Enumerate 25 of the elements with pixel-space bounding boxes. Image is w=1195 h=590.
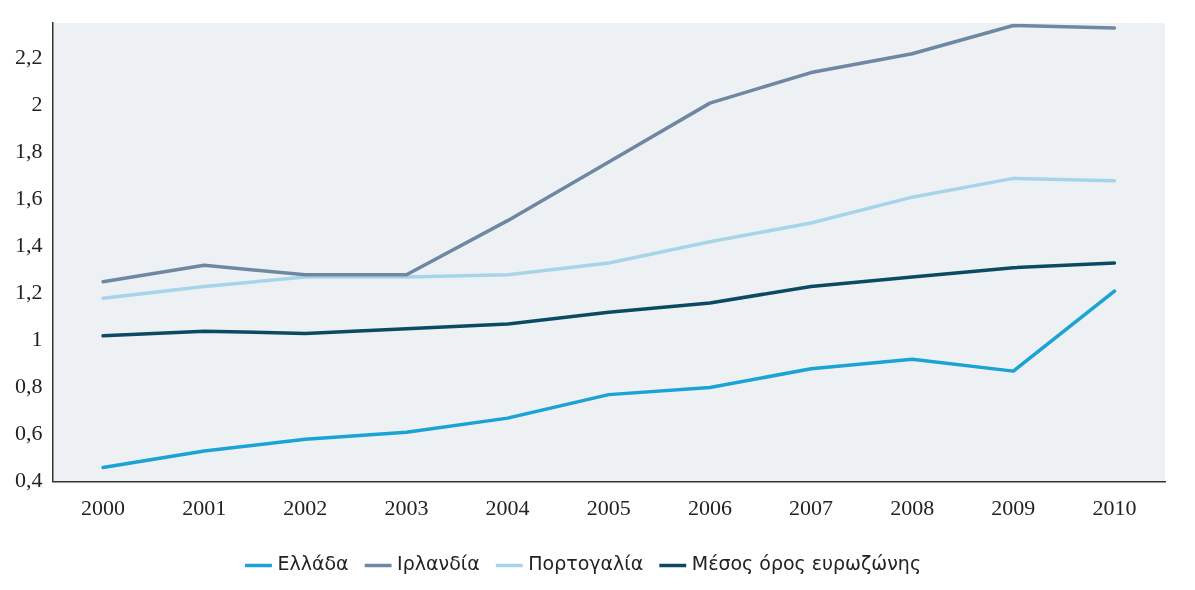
x-tick-label: 2001: [182, 494, 227, 520]
y-tick-label: 1,2: [15, 279, 43, 305]
x-tick-label: 2002: [283, 494, 328, 520]
y-tick-label: 0,6: [15, 420, 43, 446]
x-tick-label: 2005: [586, 494, 631, 520]
y-tick-label: 1,8: [15, 138, 43, 164]
x-tick-label: 2004: [485, 494, 530, 520]
y-tick-label: 2,2: [15, 44, 43, 70]
legend-label: Ιρλανδία: [397, 552, 480, 575]
y-tick-label: 0,4: [15, 467, 43, 493]
x-tick-label: 2003: [384, 494, 429, 520]
x-tick-label: 2006: [687, 494, 732, 520]
x-tick-label: 2010: [1092, 494, 1137, 520]
y-tick-label: 0,8: [15, 373, 43, 399]
y-tick-label: 1,6: [15, 185, 43, 211]
y-tick-label: 1: [31, 326, 43, 352]
legend-label: Πορτογαλία: [528, 552, 644, 575]
x-tick-label: 2009: [991, 494, 1036, 520]
y-tick-label: 1,4: [15, 232, 43, 258]
x-tick-label: 2000: [81, 494, 126, 520]
x-tick-label: 2007: [789, 494, 834, 520]
x-tick-label: 2008: [890, 494, 935, 520]
legend-label: Μέσος όρος ευρωζώνης: [691, 552, 922, 575]
y-tick-label: 2: [31, 91, 43, 117]
legend-label: Ελλάδα: [277, 552, 349, 575]
